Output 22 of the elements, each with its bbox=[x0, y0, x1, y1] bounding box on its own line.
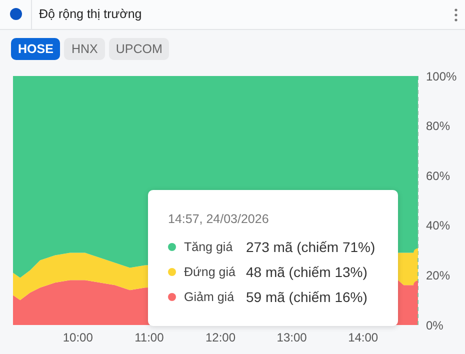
annotation: 48 mã (chiếm 13%) bbox=[246, 264, 368, 280]
x-tick-label: 14:00 bbox=[348, 330, 378, 345]
x-tick-label: 10:00 bbox=[62, 330, 94, 345]
chart-title: Độ rộng thị trường bbox=[39, 7, 142, 21]
legend-label: Tăng giá bbox=[184, 240, 234, 254]
x-tick-label: 13:00 bbox=[276, 330, 308, 345]
y-tick-label: 40% bbox=[426, 218, 450, 233]
y-tick-label: 100% bbox=[426, 69, 458, 84]
text: HOSE bbox=[11, 38, 60, 60]
legend-label: Giảm giá bbox=[184, 290, 236, 304]
text: HNX bbox=[64, 38, 105, 60]
x-tick-label: 12:00 bbox=[205, 330, 236, 345]
legend-label: Đứng giá bbox=[184, 264, 236, 278]
x-tick-label: 11:00 bbox=[134, 330, 164, 345]
y-tick-label: 60% bbox=[426, 168, 450, 183]
annotation: 59 mã (chiếm 16%) bbox=[246, 288, 368, 304]
y-tick-label: 20% bbox=[426, 268, 450, 282]
annotation: 14:57, 24/03/2026 bbox=[168, 212, 270, 226]
annotation: 273 mã (chiếm 71%) bbox=[246, 238, 376, 254]
text: UPCOM bbox=[108, 38, 170, 60]
y-tick-label: 0% bbox=[426, 318, 444, 332]
y-tick-label: 80% bbox=[426, 119, 450, 134]
